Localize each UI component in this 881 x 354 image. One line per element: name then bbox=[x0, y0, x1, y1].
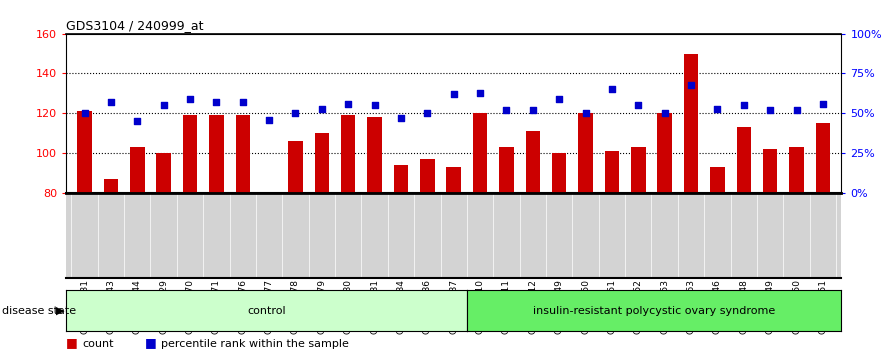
Bar bbox=[130, 147, 144, 193]
Bar bbox=[78, 111, 92, 193]
Bar bbox=[420, 159, 434, 193]
Point bbox=[684, 82, 698, 87]
Bar bbox=[657, 113, 672, 193]
Point bbox=[315, 105, 329, 111]
Point bbox=[130, 118, 144, 124]
Text: percentile rank within the sample: percentile rank within the sample bbox=[161, 339, 349, 349]
Point bbox=[288, 110, 302, 116]
Point bbox=[657, 110, 671, 116]
Bar bbox=[604, 151, 619, 193]
Bar bbox=[447, 167, 461, 193]
Point bbox=[394, 115, 408, 121]
Bar bbox=[341, 115, 356, 193]
Bar bbox=[526, 131, 540, 193]
Point bbox=[447, 91, 461, 97]
Bar bbox=[763, 149, 777, 193]
Text: GDS3104 / 240999_at: GDS3104 / 240999_at bbox=[66, 19, 204, 33]
Point bbox=[157, 103, 171, 108]
Bar bbox=[104, 179, 118, 193]
Text: count: count bbox=[82, 339, 114, 349]
Point bbox=[526, 107, 540, 113]
Point bbox=[262, 117, 276, 122]
Bar bbox=[684, 53, 699, 193]
Text: insulin-resistant polycystic ovary syndrome: insulin-resistant polycystic ovary syndr… bbox=[533, 306, 775, 316]
Bar bbox=[500, 147, 514, 193]
Point bbox=[341, 101, 355, 107]
Point bbox=[789, 107, 803, 113]
Bar bbox=[182, 115, 197, 193]
Point bbox=[816, 101, 830, 107]
Bar bbox=[816, 123, 830, 193]
Point bbox=[420, 110, 434, 116]
Point bbox=[473, 90, 487, 95]
Bar bbox=[737, 127, 751, 193]
Bar bbox=[209, 115, 224, 193]
Bar bbox=[789, 147, 803, 193]
Bar bbox=[710, 167, 725, 193]
Bar bbox=[552, 153, 566, 193]
Text: ■: ■ bbox=[66, 336, 78, 349]
Bar bbox=[578, 113, 593, 193]
Text: disease state: disease state bbox=[2, 306, 76, 316]
Point bbox=[367, 103, 381, 108]
Point bbox=[236, 99, 250, 105]
Bar bbox=[631, 147, 646, 193]
Point bbox=[104, 99, 118, 105]
Bar bbox=[473, 113, 487, 193]
Text: ▶: ▶ bbox=[56, 306, 64, 316]
Point bbox=[183, 96, 197, 102]
Point bbox=[579, 110, 593, 116]
Bar bbox=[394, 165, 408, 193]
Point bbox=[78, 110, 92, 116]
Text: control: control bbox=[248, 306, 286, 316]
Point bbox=[605, 86, 619, 92]
Point bbox=[710, 105, 724, 111]
Point bbox=[552, 96, 566, 102]
Point bbox=[500, 107, 514, 113]
Point bbox=[210, 99, 224, 105]
Point bbox=[632, 103, 646, 108]
Bar bbox=[367, 117, 381, 193]
Bar bbox=[235, 115, 250, 193]
Bar bbox=[288, 141, 303, 193]
Text: ■: ■ bbox=[145, 336, 157, 349]
Bar bbox=[157, 153, 171, 193]
Point bbox=[737, 103, 751, 108]
Point bbox=[763, 107, 777, 113]
Bar bbox=[315, 133, 329, 193]
